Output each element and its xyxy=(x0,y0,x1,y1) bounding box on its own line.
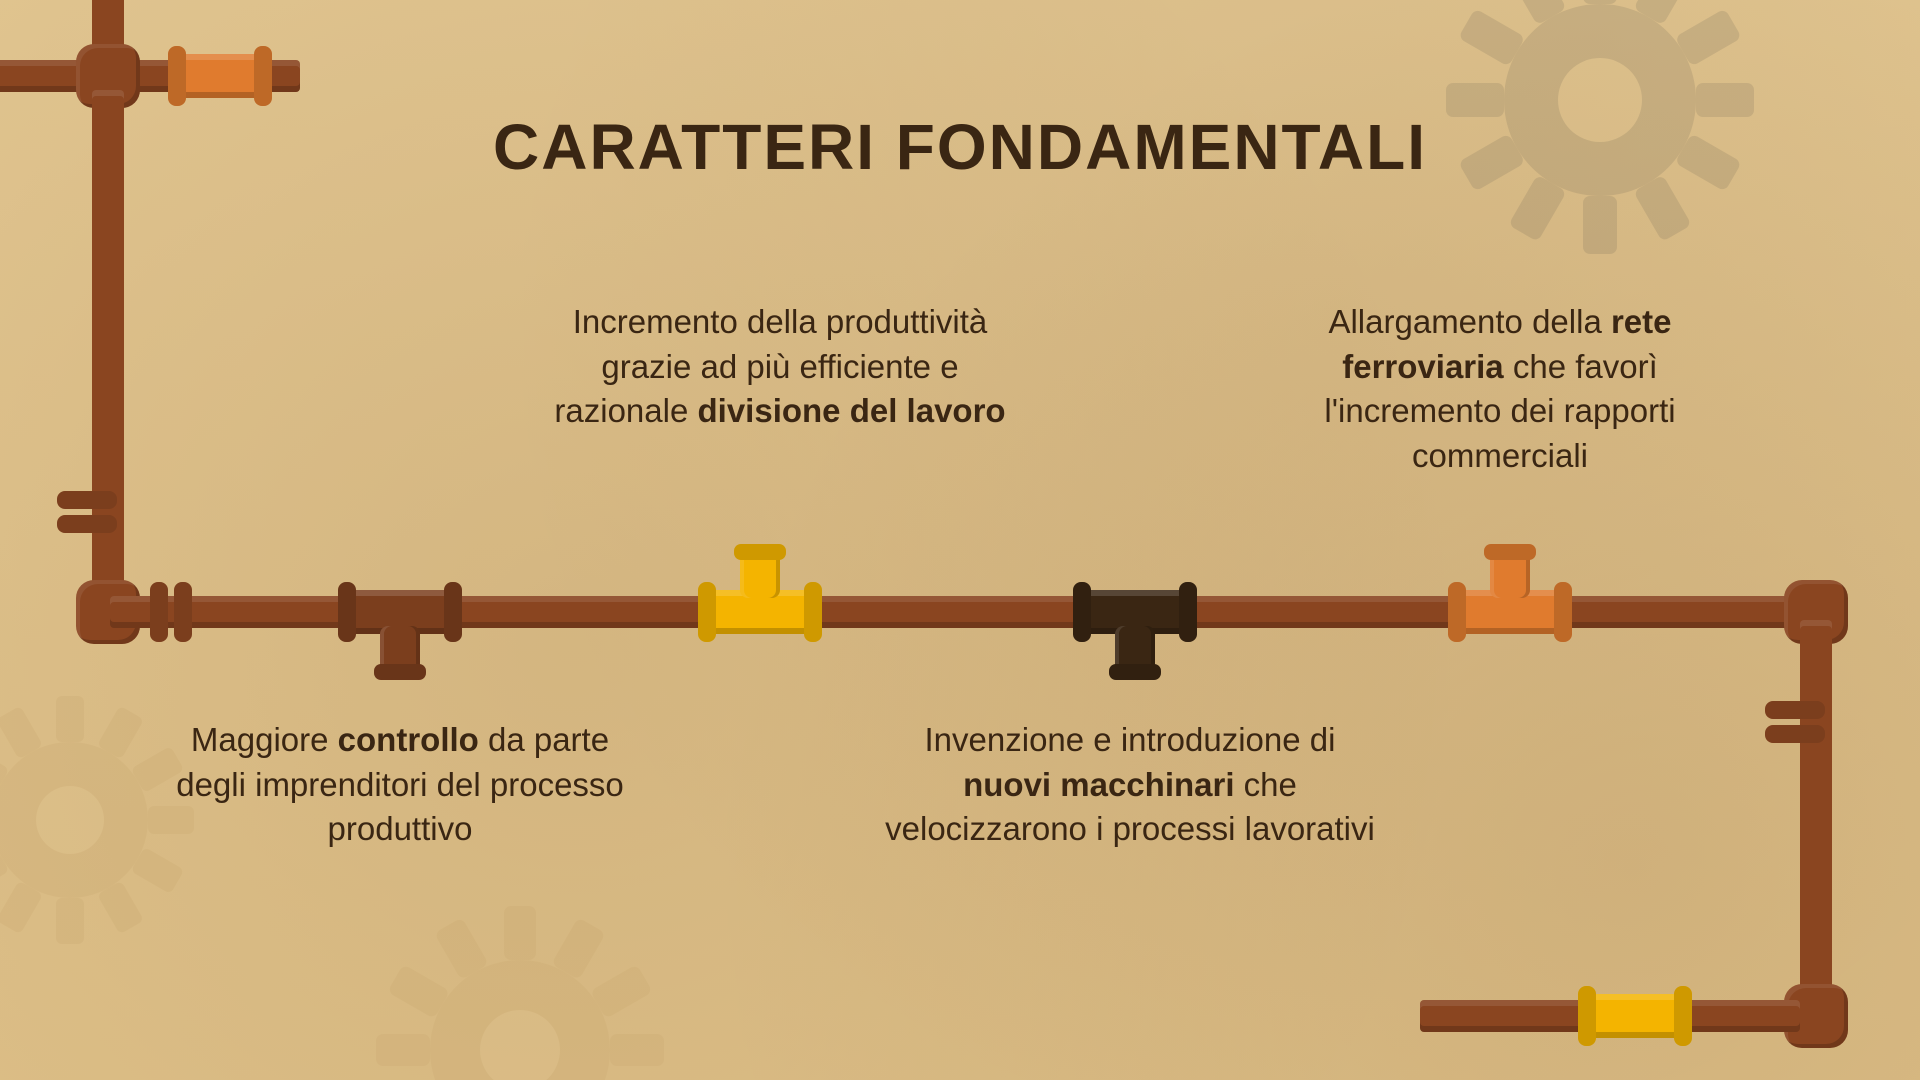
pipe-tee-icon xyxy=(1075,590,1195,634)
pipe-coupling-icon xyxy=(57,491,117,509)
item-productivity: Incremento della produttività grazie ad … xyxy=(540,300,1020,434)
gear-icon xyxy=(370,900,670,1080)
pipe-tee-icon xyxy=(700,590,820,634)
infographic-stage: CARATTERI FONDAMENTALI Incremento della … xyxy=(0,0,1920,1080)
page-title: CARATTERI FONDAMENTALI xyxy=(493,110,1427,184)
item-machinery: Invenzione e introduzione di nuovi macch… xyxy=(880,718,1380,852)
gear-icon xyxy=(1440,0,1760,260)
item-control: Maggiore controllo da parte degli impren… xyxy=(170,718,630,852)
item-bold: controllo xyxy=(338,721,479,758)
item-text: Allargamento della xyxy=(1328,303,1611,340)
pipe-connector-icon xyxy=(170,54,270,98)
pipe-tee-icon xyxy=(340,590,460,634)
pipe-tee-icon xyxy=(1450,590,1570,634)
item-text: Maggiore xyxy=(191,721,338,758)
pipe-coupling-icon xyxy=(1765,701,1825,719)
item-bold: divisione del lavoro xyxy=(698,392,1006,429)
pipe-icon xyxy=(1800,620,1832,1020)
item-railway: Allargamento della rete ferroviaria che … xyxy=(1270,300,1730,478)
pipe-connector-icon xyxy=(1580,994,1690,1038)
item-bold: nuovi macchinari xyxy=(963,766,1234,803)
pipe-coupling-icon xyxy=(150,582,168,642)
item-text: Invenzione e introduzione di xyxy=(925,721,1336,758)
